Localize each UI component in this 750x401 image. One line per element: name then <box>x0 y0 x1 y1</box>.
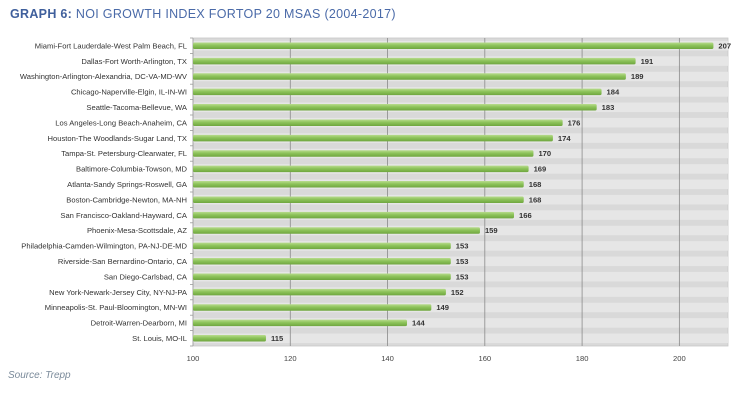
x-tick-label: 120 <box>284 354 297 363</box>
category-label: New York-Newark-Jersey City, NY-NJ-PA <box>49 288 188 297</box>
value-label: 207 <box>718 41 731 50</box>
category-label: Phoenix-Mesa-Scottsdale, AZ <box>87 226 187 235</box>
category-label: Houston-The Woodlands-Sugar Land, TX <box>48 134 187 143</box>
chart-title-prefix: GRAPH 6: <box>10 7 73 21</box>
bar <box>193 165 529 173</box>
value-label: 174 <box>558 134 571 143</box>
category-label: Los Angeles-Long Beach-Anaheim, CA <box>55 118 188 127</box>
x-tick-label: 200 <box>673 354 686 363</box>
bar <box>193 42 714 49</box>
category-label: San Diego-Carlsbad, CA <box>104 272 188 281</box>
value-label: 184 <box>607 88 620 97</box>
category-label: St. Louis, MO-IL <box>132 334 187 343</box>
category-label: Chicago-Naperville-Elgin, IL-IN-WI <box>71 88 187 97</box>
value-label: 115 <box>271 334 284 343</box>
chart-title-text: NOI GROWTH INDEX FORTOP 20 MSAS (2004-20… <box>72 7 396 21</box>
value-label: 169 <box>534 165 547 174</box>
value-label: 189 <box>631 72 644 81</box>
category-label: Detroit-Warren-Dearborn, MI <box>91 319 187 328</box>
row-band <box>193 241 728 251</box>
bar <box>193 196 524 203</box>
category-label: Miami-Fort Lauderdale-West Palm Beach, F… <box>35 41 187 50</box>
category-label: Tampa-St. Petersburg-Clearwater, FL <box>61 149 187 158</box>
value-label: 168 <box>529 180 542 189</box>
bar <box>193 273 451 280</box>
x-tick-label: 160 <box>478 354 491 363</box>
category-label: Seattle-Tacoma-Bellevue, WA <box>86 103 188 112</box>
row-band <box>193 318 728 328</box>
value-label: 168 <box>529 195 542 204</box>
bar <box>193 319 407 327</box>
category-label: Washington-Arlington-Alexandria, DC-VA-M… <box>20 72 188 81</box>
value-label: 149 <box>436 303 449 312</box>
value-label: 176 <box>568 118 581 127</box>
bar <box>193 211 514 219</box>
value-label: 152 <box>451 288 464 297</box>
x-tick-label: 100 <box>187 354 200 363</box>
category-label: San Francisco-Oakland-Hayward, CA <box>60 211 188 220</box>
value-label: 144 <box>412 319 425 328</box>
value-label: 183 <box>602 103 615 112</box>
bar <box>193 304 432 311</box>
x-tick-label: 180 <box>576 354 589 363</box>
bar <box>193 104 597 111</box>
row-band <box>193 287 728 297</box>
chart-title: GRAPH 6: NOI GROWTH INDEX FORTOP 20 MSAS… <box>10 7 396 21</box>
bar <box>193 119 563 126</box>
bar <box>193 288 446 296</box>
category-label: Baltimore-Columbia-Towson, MD <box>76 165 187 174</box>
row-band <box>193 302 728 313</box>
value-label: 166 <box>519 211 532 220</box>
bar <box>193 227 480 234</box>
bar <box>193 134 553 142</box>
category-label: Boston-Cambridge-Newton, MA-NH <box>66 195 187 204</box>
bar <box>193 335 266 342</box>
bar <box>193 88 602 96</box>
x-tick-label: 140 <box>381 354 394 363</box>
category-label: Philadelphia-Camden-Wilmington, PA-NJ-DE… <box>21 242 187 251</box>
category-label: Atlanta-Sandy Springs-Roswell, GA <box>67 180 188 189</box>
category-label: Dallas-Fort Worth-Arlington, TX <box>81 57 187 66</box>
value-label: 191 <box>641 57 654 66</box>
category-label: Minneapolis-St. Paul-Bloomington, MN-WI <box>45 303 187 312</box>
row-band <box>193 271 728 282</box>
plot-area <box>192 37 729 347</box>
value-label: 153 <box>456 257 469 266</box>
value-label: 153 <box>456 242 469 251</box>
bar <box>193 258 451 265</box>
category-label: Riverside-San Bernardino-Ontario, CA <box>58 257 188 266</box>
row-band <box>193 333 728 344</box>
row-band <box>193 256 728 267</box>
value-label: 170 <box>538 149 551 158</box>
value-label: 153 <box>456 272 469 281</box>
bar <box>193 57 636 65</box>
value-label: 159 <box>485 226 498 235</box>
bar <box>193 73 626 80</box>
bar <box>193 242 451 250</box>
bar <box>193 181 524 188</box>
source-note: Source: Trepp <box>8 370 71 381</box>
bar <box>193 150 534 157</box>
